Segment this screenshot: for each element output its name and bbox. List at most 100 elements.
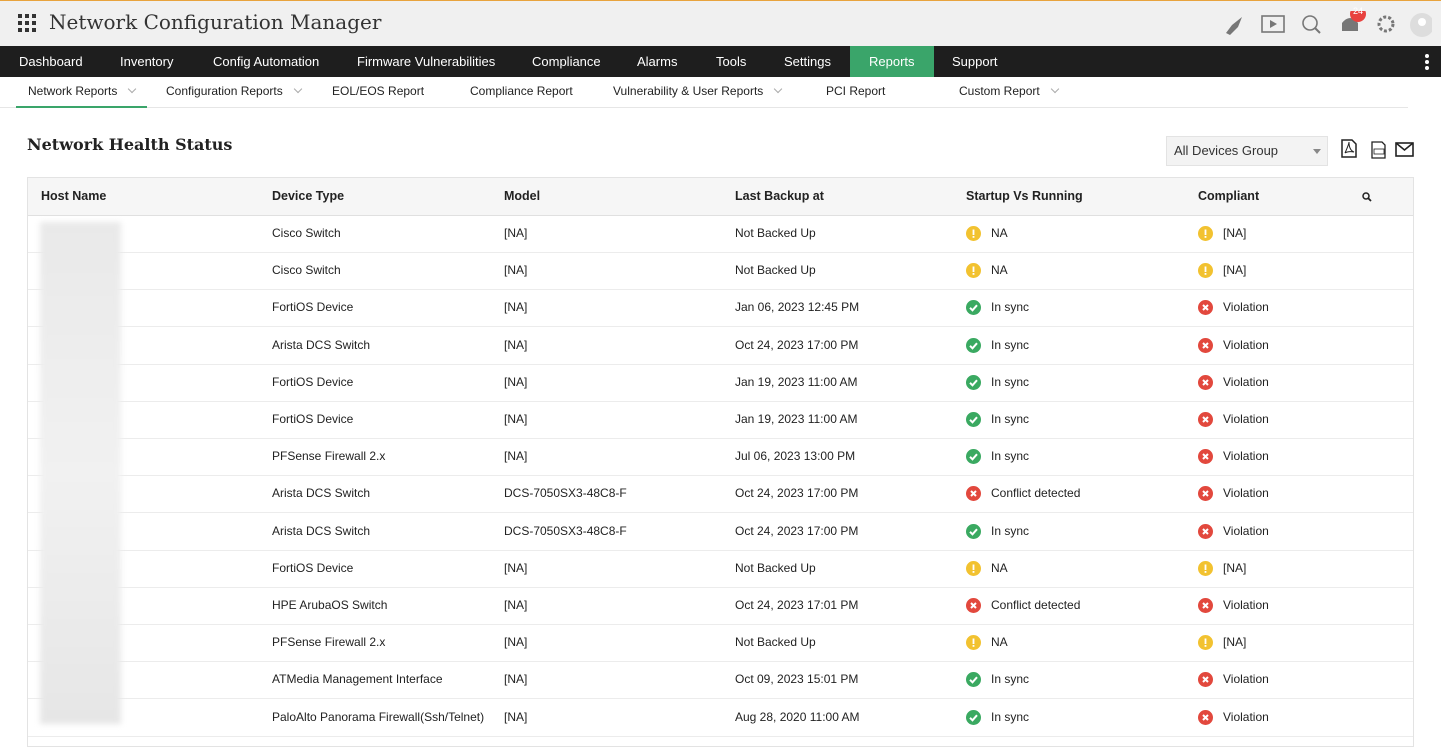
- status-text: NA: [991, 226, 1008, 240]
- cell-text: [NA]: [504, 560, 528, 575]
- nav-item[interactable]: Inventory: [120, 54, 174, 69]
- table-row[interactable]: PFSense Firewall 2.x [NA] Not Backed Up NA […: [28, 624, 1413, 663]
- app-menu-icon[interactable]: [18, 14, 36, 32]
- column-header[interactable]: Device Type: [272, 189, 345, 203]
- sub-nav-item[interactable]: Vulnerability & User Reports: [613, 77, 783, 106]
- table-row[interactable]: Cisco Switch [NA] Not Backed Up NA [NA]: [28, 252, 1413, 291]
- cell-text: Oct 24, 2023 17:00 PM: [735, 523, 859, 538]
- health-table: Host Name Device Type Model Last Backup at S…: [27, 177, 1414, 747]
- status-text: Conflict detected: [991, 486, 1081, 501]
- table-row[interactable]: Arista DCS Switch DCS-7050SX3-48C8-F Oct 2…: [28, 513, 1413, 551]
- table-row[interactable]: FortiOS Device [NA] Jan 06, 2023 12:45 PM I…: [28, 289, 1413, 328]
- status-text: Violation: [1223, 300, 1269, 315]
- cell-text: Not Backed Up: [735, 635, 816, 650]
- csv-export[interactable]: [1371, 141, 1386, 159]
- cell-text: Oct 24, 2023 17:00 PM: [735, 337, 859, 352]
- sub-nav-item[interactable]: Configuration Reports: [166, 77, 302, 106]
- sub-nav-item[interactable]: Network Reports: [16, 77, 148, 108]
- cell-text: Not Backed Up: [735, 226, 816, 240]
- table-row[interactable]: PFSense Firewall 2.x [NA] Jul 06, 2023 13:…: [28, 438, 1413, 477]
- monitor-icon[interactable]: [1261, 15, 1285, 33]
- sub-nav-label: Vulnerability & User Reports: [613, 84, 764, 98]
- status-icon: [1198, 412, 1213, 427]
- nav-item[interactable]: Settings: [784, 54, 831, 69]
- nav-item[interactable]: Reports: [850, 46, 934, 77]
- sub-nav-label: Custom Report: [959, 84, 1040, 98]
- cell-text: Oct 09, 2023 15:01 PM: [735, 672, 859, 687]
- cell-text: PaloAlto Panorama Firewall(Ssh/Telnet): [272, 709, 485, 724]
- status-icon: [966, 226, 981, 241]
- table-row[interactable]: Cisco Switch [NA] Not Backed Up NA [NA]: [28, 215, 1413, 253]
- cell-text: Jan 19, 2023 11:00 AM: [735, 374, 858, 389]
- status-text: NA: [991, 560, 1008, 575]
- table-row[interactable]: Arista DCS Switch DCS-7050SX3-48C8-F Oct 2…: [28, 475, 1413, 514]
- app-title: Network Configuration Manager: [49, 10, 382, 34]
- table-row[interactable]: Arista DCS Switch [NA] Oct 24, 2023 17:00 …: [28, 327, 1413, 365]
- column-header[interactable]: Last Backup at: [735, 189, 824, 203]
- column-header[interactable]: Host Name: [41, 189, 107, 203]
- cell-text: [NA]: [504, 374, 528, 389]
- nav-item[interactable]: Alarms: [637, 54, 678, 69]
- table-row[interactable]: ATMedia Management Interface [NA] Oct 09, …: [28, 661, 1413, 700]
- sub-nav-label: Compliance Report: [470, 84, 573, 98]
- nav-item[interactable]: Tools: [716, 54, 747, 69]
- bell-icon[interactable]: [1342, 18, 1358, 31]
- cell-text: ATMedia Management Interface: [272, 672, 443, 687]
- sub-nav-item[interactable]: Compliance Report: [470, 77, 573, 106]
- cell-text: Not Backed Up: [735, 560, 816, 575]
- rocket-icon[interactable]: [1226, 17, 1242, 35]
- status-icon: [1198, 672, 1213, 688]
- sub-nav-item[interactable]: EOL/EOS Report: [332, 77, 424, 106]
- table-row[interactable]: FortiOS Device [NA] Not Backed Up NA [NA]: [28, 550, 1413, 588]
- column-header[interactable]: Compliant: [1198, 189, 1260, 203]
- status-text: Violation: [1223, 672, 1269, 687]
- status-icon: [1198, 337, 1213, 353]
- cell-text: [NA]: [504, 263, 528, 278]
- group-select[interactable]: All Devices Group: [1166, 136, 1328, 166]
- table-row[interactable]: FortiOS Device [NA] Jan 19, 2023 11:00 AM I…: [28, 364, 1413, 402]
- table-search[interactable]: [1362, 192, 1372, 202]
- cell-text: FortiOS Device: [272, 560, 354, 575]
- dropdown-chevron: [774, 84, 783, 94]
- redacted-host-names: [40, 222, 121, 724]
- cell-text: Arista DCS Switch: [272, 523, 371, 538]
- table-row[interactable]: FortiOS Device [NA] Jan 19, 2023 11:00 AM I…: [28, 401, 1413, 439]
- search-icon[interactable]: [1302, 15, 1318, 31]
- column-header[interactable]: Model: [504, 189, 541, 203]
- export-icons: [1341, 139, 1414, 159]
- cell-text: Jul 06, 2023 13:00 PM: [735, 449, 856, 464]
- dropdown-chevron: [1050, 84, 1059, 94]
- cell-text: FortiOS Device: [272, 412, 354, 426]
- sub-nav-label: PCI Report: [826, 84, 886, 98]
- nav-item[interactable]: Support: [952, 54, 998, 69]
- table-row[interactable]: PaloAlto Panorama Firewall(Ssh/Telnet) [N…: [28, 699, 1413, 737]
- table-row[interactable]: HPE ArubaOS Switch [NA] Oct 24, 2023 17:01…: [28, 587, 1413, 625]
- sub-nav-item[interactable]: Custom Report: [959, 77, 1059, 106]
- more-menu[interactable]: [1423, 53, 1431, 71]
- pdf-export[interactable]: [1341, 139, 1357, 158]
- status-icon: [966, 337, 981, 353]
- status-text: [NA]: [1223, 226, 1247, 240]
- status-text: In sync: [991, 523, 1030, 538]
- nav-item[interactable]: Config Automation: [213, 54, 320, 69]
- cell-text: [NA]: [504, 635, 528, 650]
- table-header: Host Name Device Type Model Last Backup at S…: [28, 178, 1413, 216]
- status-text: Violation: [1223, 449, 1269, 464]
- nav-item[interactable]: Compliance: [532, 54, 601, 69]
- sub-nav-item[interactable]: PCI Report: [826, 77, 885, 106]
- status-icon: [1198, 226, 1213, 241]
- column-header[interactable]: Startup Vs Running: [966, 189, 1083, 203]
- email-export[interactable]: [1395, 142, 1414, 157]
- status-text: [NA]: [1223, 263, 1247, 278]
- settings-icon[interactable]: [1377, 15, 1395, 33]
- status-icon: [966, 560, 981, 576]
- status-text: Violation: [1223, 523, 1269, 538]
- cell-text: PFSense Firewall 2.x: [272, 635, 386, 650]
- cell-text: [NA]: [504, 300, 528, 315]
- status-text: In sync: [991, 374, 1030, 389]
- nav-item[interactable]: Dashboard: [19, 54, 83, 69]
- status-text: Violation: [1223, 374, 1269, 389]
- cell-text: [NA]: [504, 226, 528, 240]
- nav-item[interactable]: Firmware Vulnerabilities: [357, 54, 496, 69]
